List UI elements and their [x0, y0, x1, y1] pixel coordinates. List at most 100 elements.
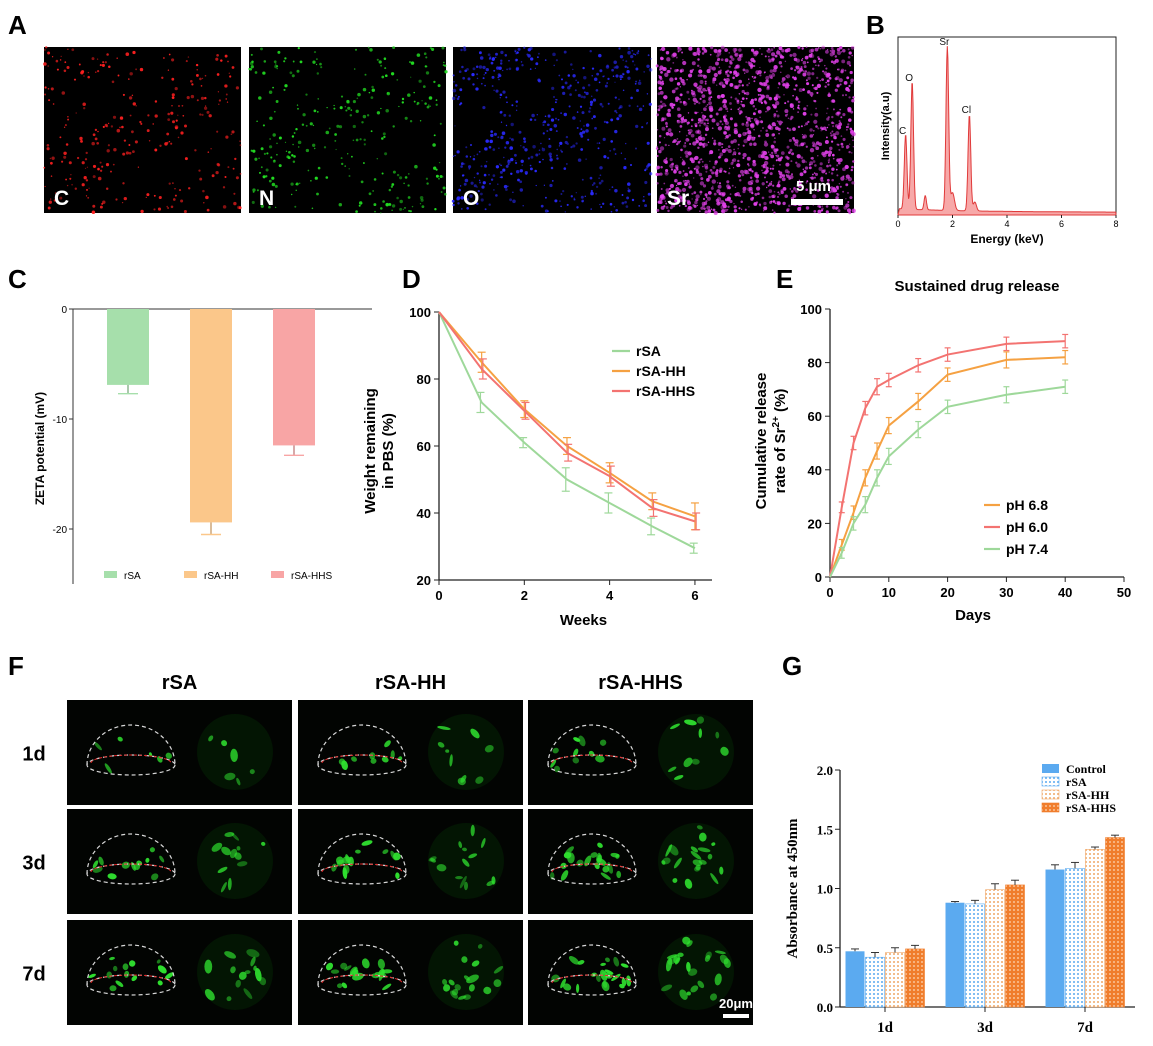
eds-dot [476, 172, 479, 175]
cell-spot [673, 857, 682, 869]
eds-dot [435, 174, 439, 178]
eds-dot [705, 170, 708, 173]
cell-spot [325, 962, 334, 971]
eds-dot [668, 187, 671, 191]
eds-dot [723, 130, 727, 135]
eds-dot [792, 94, 794, 97]
eds-dot [577, 158, 582, 162]
eds-dot [200, 85, 203, 87]
eds-dot [598, 177, 600, 179]
eds-dot [316, 63, 318, 66]
eds-dot [837, 68, 840, 71]
cell-spot [462, 858, 470, 867]
eds-dot [769, 69, 774, 73]
eds-dot [753, 142, 757, 146]
eds-dot [598, 53, 602, 58]
eds-dot [167, 207, 170, 209]
eds-dot [514, 49, 517, 52]
eds-dot [544, 196, 547, 199]
eds-dot [226, 101, 229, 103]
eds-dot [47, 51, 51, 55]
eds-dot [373, 203, 377, 207]
eds-dot [606, 64, 609, 68]
cell-spot [115, 980, 124, 987]
cell-spot [234, 852, 242, 860]
hemisphere-outline [86, 944, 176, 986]
eds-dot [656, 146, 658, 148]
eds-dot [757, 134, 761, 138]
eds-dot [677, 47, 682, 52]
eds-dot [435, 103, 438, 106]
eds-dot [65, 143, 69, 146]
eds-dot [466, 198, 469, 201]
eds-dot [749, 100, 754, 105]
cell-spot [484, 744, 494, 753]
eds-dot [718, 149, 720, 151]
eds-dot [709, 168, 713, 172]
eds-dot [798, 88, 803, 93]
eds-dot [132, 50, 136, 55]
hemisphere-outline [547, 944, 637, 986]
eds-dot [802, 142, 806, 145]
eds-dot [736, 101, 740, 104]
eds-dot [425, 56, 428, 59]
micrograph-rsa-hhs-3d [528, 809, 753, 914]
y-tick-label: 1.0 [817, 882, 833, 897]
eds-dot [510, 122, 514, 127]
peak-label-sr: Sr [939, 37, 950, 48]
eds-dot [523, 46, 526, 49]
series-line [829, 356, 1066, 578]
eds-dot [158, 195, 162, 200]
eds-dot [741, 122, 745, 126]
eds-dot [570, 63, 573, 66]
eds-dot [721, 149, 726, 153]
eds-dot [502, 90, 506, 94]
eds-dot [68, 161, 72, 165]
eds-dot [674, 77, 678, 80]
eds-dot [99, 205, 103, 209]
eds-dot [698, 124, 702, 127]
eds-dot [480, 165, 483, 168]
eds-dot [696, 49, 701, 54]
eds-dot [348, 168, 350, 170]
eds-dot [404, 116, 408, 120]
eds-dot [86, 166, 89, 168]
eds-dot [493, 132, 497, 136]
eds-dot [384, 67, 387, 70]
eds-dot [669, 183, 675, 189]
eds-dot [655, 64, 659, 68]
eds-dot [620, 152, 623, 154]
cell-spot [124, 970, 130, 978]
eds-dot [581, 111, 585, 115]
eds-dot [841, 145, 844, 149]
eds-dot [682, 179, 686, 183]
eds-dot [509, 198, 513, 202]
eds-dot [459, 185, 462, 187]
eds-dot [624, 200, 627, 204]
eds-dot [252, 149, 256, 153]
eds-dot [589, 176, 593, 180]
eds-dot [799, 172, 804, 177]
eds-dot [482, 106, 486, 110]
eds-dot [299, 60, 303, 64]
micrograph-rsa-hh-1d [298, 700, 523, 805]
eds-dot [778, 180, 781, 183]
eds-dot [420, 198, 424, 202]
eds-dot [776, 195, 780, 198]
cell-spot [261, 841, 266, 846]
cell-spot [94, 741, 102, 751]
eds-dot [59, 196, 63, 200]
eds-dot [751, 170, 754, 173]
eds-dot [489, 56, 492, 59]
eds-dot [316, 111, 319, 113]
eds-dot [320, 66, 323, 69]
eds-dot [634, 82, 637, 85]
eds-dot [199, 77, 202, 81]
eds-dot [180, 199, 184, 203]
eds-dot [462, 174, 465, 177]
eds-dot [846, 60, 851, 65]
eds-dot [47, 65, 50, 67]
eds-dot [542, 122, 544, 124]
eds-dot [660, 198, 663, 201]
